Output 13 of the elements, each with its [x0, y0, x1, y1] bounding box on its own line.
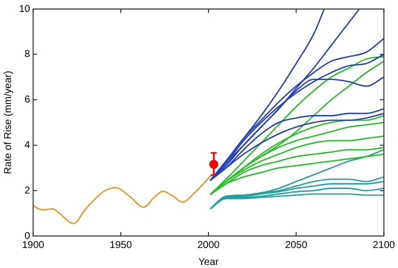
x-tick-label: 1950 — [110, 240, 132, 251]
y-tick-label: 2 — [24, 185, 31, 196]
y-tick-label: 0 — [24, 230, 31, 242]
y-axis-title: Rate of Rise (mm/year) — [2, 70, 14, 174]
x-axis-title: Year — [198, 256, 220, 268]
x-tick-label: 2050 — [285, 240, 308, 251]
y-tick-label: 10 — [19, 4, 31, 15]
y-tick-label: 6 — [24, 94, 31, 106]
y-tick-label: 4 — [24, 140, 31, 151]
y-tick-label: 8 — [24, 49, 31, 60]
x-tick-label: 1900 — [22, 240, 45, 251]
x-tick-label: 2000 — [197, 240, 220, 251]
x-tick-label: 2100 — [372, 240, 396, 251]
